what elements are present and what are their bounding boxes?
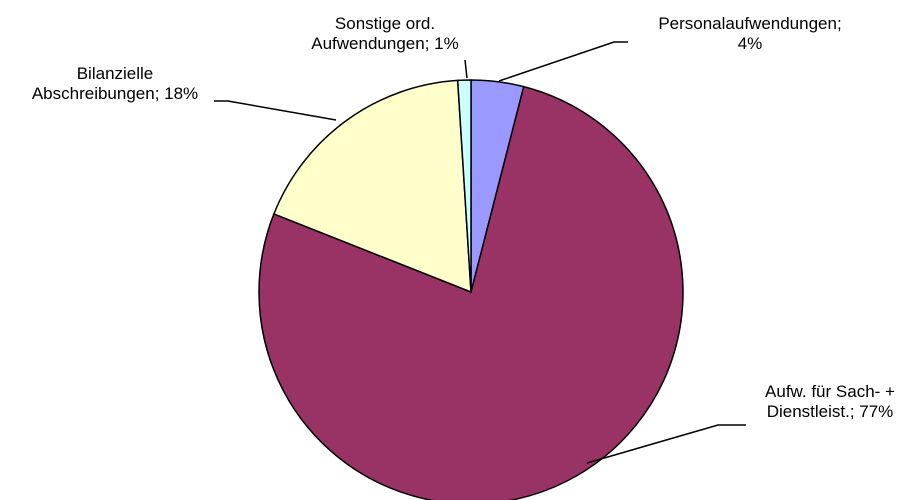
- slice-label-line: Aufw. für Sach- +: [765, 382, 895, 401]
- leader-line-personalaufwendungen: [498, 41, 628, 82]
- leader-line-sonstige: [464, 59, 468, 79]
- slice-label-sonstige: Sonstige ord. Aufwendungen; 1%: [290, 14, 480, 54]
- slice-label-personalaufwendungen: Personalaufwendungen; 4%: [620, 14, 880, 54]
- slice-label-sach-dienstleist: Aufw. für Sach- + Dienstleist.; 77%: [710, 382, 921, 422]
- slice-sonstige: [456, 79, 472, 293]
- slice-sach-dienstleist: [258, 85, 684, 500]
- slice-label-line: Bilanzielle: [76, 64, 154, 83]
- slice-label-line: Personalaufwendungen;: [658, 14, 842, 33]
- slice-label-line: 4%: [737, 34, 763, 53]
- slice-label-line: Sonstige ord.: [334, 14, 436, 33]
- slice-label-line: Dienstleist.; 77%: [766, 402, 894, 421]
- slice-label-abschreibungen: Bilanzielle Abschreibungen; 18%: [10, 64, 220, 104]
- slice-abschreibungen: [272, 79, 472, 294]
- leader-line-abschreibungen: [214, 100, 337, 121]
- slice-label-line: Aufwendungen; 1%: [311, 34, 459, 53]
- slice-label-line: Abschreibungen; 18%: [31, 84, 199, 103]
- leader-line-sach-dienstleist: [586, 424, 746, 464]
